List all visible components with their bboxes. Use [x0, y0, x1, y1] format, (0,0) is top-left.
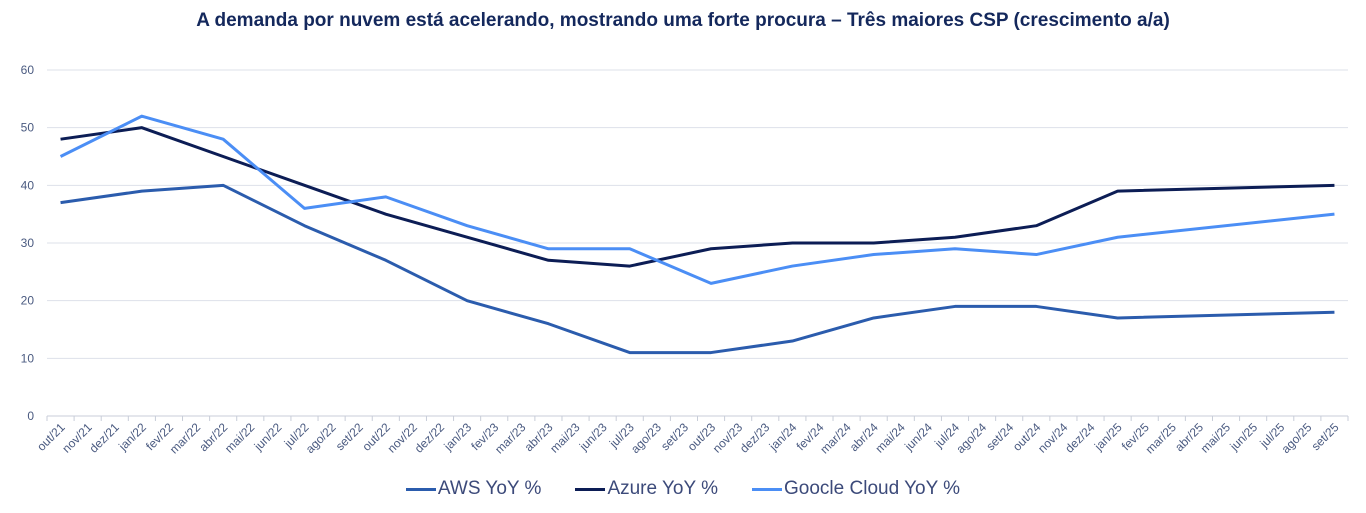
y-tick-label: 60 [21, 63, 35, 77]
series-line-azure [60, 126, 1335, 268]
x-tick-label: mar/22 [167, 420, 204, 457]
x-tick-label: set/23 [658, 420, 691, 453]
x-tick-label: jan/23 [441, 420, 475, 454]
legend: AWS YoY % Azure YoY % Goocle Cloud YoY % [0, 478, 1366, 500]
x-tick-label: mai/25 [1198, 420, 1234, 456]
y-tick-label: 40 [21, 178, 35, 192]
chart-title: A demanda por nuvem está acelerando, mos… [196, 10, 1170, 31]
y-tick-label: 30 [21, 236, 35, 250]
x-tick-label: dez/24 [1062, 420, 1098, 456]
x-tick-label: set/22 [333, 420, 366, 453]
legend-swatch [575, 487, 606, 491]
x-tick-label: jun/23 [576, 420, 610, 454]
y-tick-label: 0 [27, 409, 34, 423]
line-chart: 0102030405060out/21nov/21dez/21jan/22fev… [21, 63, 1349, 457]
x-tick-label: ago/23 [628, 420, 664, 456]
x-tick-label: dez/21 [87, 420, 123, 456]
x-tick-label: jun/24 [901, 420, 935, 454]
x-tick-label: jan/24 [766, 420, 800, 454]
y-tick-label: 20 [21, 294, 35, 308]
x-tick-label: jan/22 [115, 420, 149, 454]
x-tick-label: mar/25 [1143, 420, 1180, 457]
x-tick-label: jan/25 [1091, 420, 1125, 454]
legend-label: Goocle Cloud YoY % [784, 478, 961, 499]
x-tick-label: ago/25 [1279, 420, 1315, 456]
legend-swatch [752, 487, 783, 491]
x-tick-label: mai/22 [222, 420, 258, 456]
x-tick-label: jun/22 [251, 420, 285, 454]
x-tick-label: dez/23 [737, 420, 773, 456]
y-tick-label: 10 [21, 351, 35, 365]
legend-swatch [405, 487, 436, 491]
series-line-aws [60, 183, 1335, 355]
legend-label: AWS YoY % [437, 478, 542, 499]
x-tick-label: jun/25 [1227, 420, 1261, 454]
x-tick-label: mar/24 [817, 420, 854, 457]
y-tick-label: 50 [21, 121, 35, 135]
legend-label: Azure YoY % [607, 478, 719, 499]
x-tick-label: set/25 [1309, 420, 1342, 453]
legend-item: Goocle Cloud YoY % [752, 478, 960, 500]
legend-item: AWS YoY % [405, 478, 542, 500]
x-tick-label: ago/24 [953, 420, 989, 456]
x-tick-label: mai/23 [547, 420, 583, 456]
x-tick-label: ago/22 [303, 420, 339, 456]
x-tick-label: mai/24 [873, 420, 909, 456]
x-tick-label: set/24 [983, 420, 1016, 453]
x-tick-label: dez/22 [412, 420, 448, 456]
legend-item: Azure YoY % [575, 478, 718, 500]
x-tick-label: mar/23 [492, 420, 529, 457]
